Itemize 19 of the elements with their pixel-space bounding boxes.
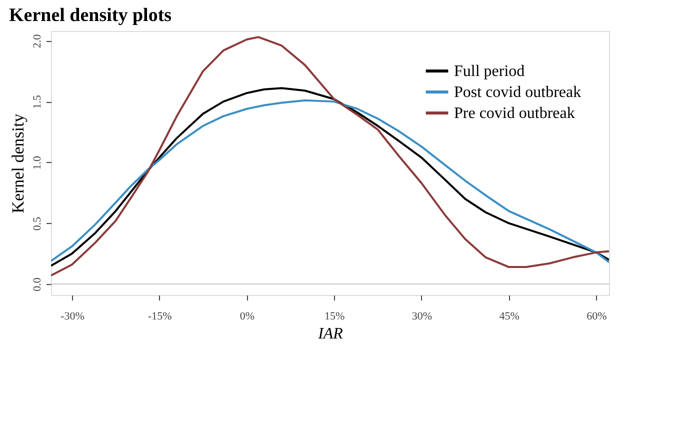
y-tick-label: 2.0 — [32, 34, 44, 48]
x-tick-label: 45% — [499, 310, 520, 322]
x-tick-label: -30% — [60, 310, 84, 322]
x-tick-label: -15% — [148, 310, 172, 322]
y-tick-label: 0.0 — [32, 277, 44, 292]
line-series — [51, 36, 609, 277]
legend-label: Pre covid outbreak — [454, 105, 575, 122]
x-tick-label: 15% — [324, 310, 345, 322]
x-axis-title: IAR — [317, 326, 344, 342]
x-tick-label: 60% — [586, 310, 607, 322]
legend-label: Post covid outbreak — [454, 84, 582, 101]
x-tick-label: 30% — [412, 310, 432, 322]
y-tick-label: 1.5 — [32, 94, 44, 109]
chart-title: Kernel density plots — [9, 5, 172, 26]
y-tick-label: 0.5 — [32, 216, 44, 231]
legend-label: Full period — [454, 63, 525, 80]
y-tick-label: 1.0 — [32, 156, 44, 170]
x-tick-label: 0% — [240, 310, 255, 322]
y-axis-title: Kernel density — [8, 113, 28, 214]
